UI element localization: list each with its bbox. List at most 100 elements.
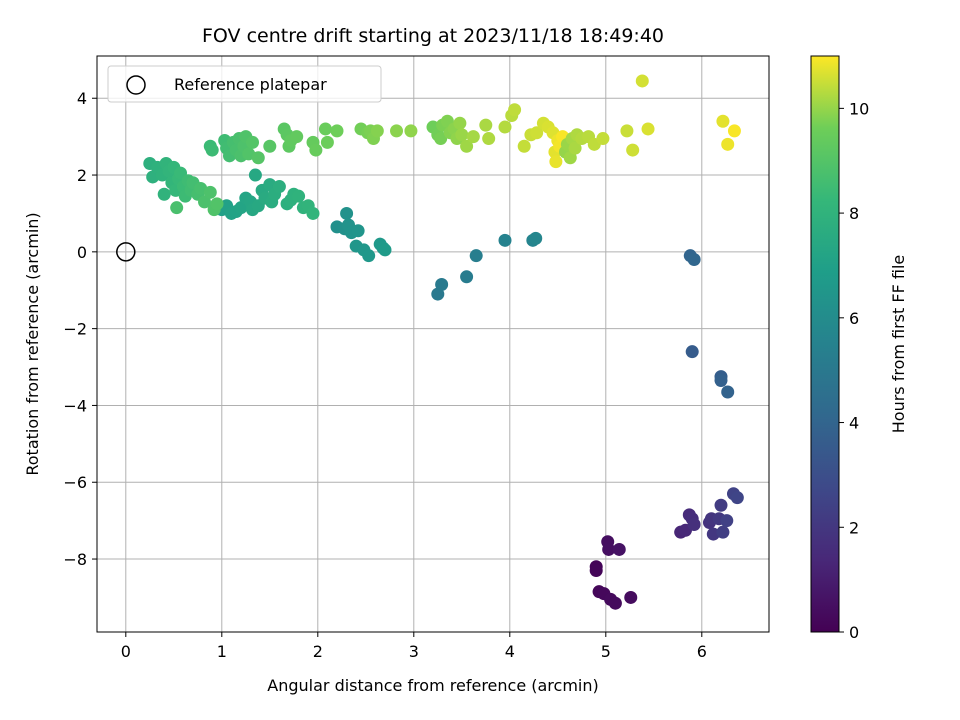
data-point <box>635 74 649 88</box>
data-point <box>479 118 493 132</box>
data-point <box>714 373 728 387</box>
data-point <box>378 243 392 257</box>
data-point <box>568 141 582 155</box>
colorbar-label: Hours from first FF file <box>889 255 908 434</box>
data-point <box>362 249 376 263</box>
data-point <box>203 185 217 199</box>
x-tick-label: 3 <box>409 642 419 661</box>
y-tick-label: 4 <box>77 89 87 108</box>
data-point <box>351 224 365 238</box>
data-point <box>340 206 354 220</box>
y-tick-label: 2 <box>77 166 87 185</box>
legend-box <box>107 65 382 103</box>
data-point <box>608 596 622 610</box>
grid-lines <box>97 56 769 632</box>
data-point <box>170 201 184 215</box>
data-point <box>517 139 531 153</box>
data-point <box>508 103 522 117</box>
plot-frame <box>96 55 770 633</box>
y-axis-ticks: −8 −6 −4 −2 0 2 4 <box>63 89 97 569</box>
data-point <box>263 139 277 153</box>
colorbar-ticks: 0 2 4 6 8 10 <box>839 99 869 642</box>
y-tick-label: −8 <box>63 550 87 569</box>
data-point <box>251 151 265 165</box>
data-point <box>210 197 224 211</box>
data-point <box>716 114 730 128</box>
x-tick-label: 0 <box>121 642 131 661</box>
colorbar-tick-label: 6 <box>849 309 859 328</box>
data-point <box>292 189 306 203</box>
colorbar-tick-label: 4 <box>849 414 859 433</box>
data-point <box>435 277 449 291</box>
reference-platepar-marker <box>116 242 136 262</box>
data-point <box>687 517 701 531</box>
data-point <box>460 270 474 284</box>
y-tick-label: −2 <box>63 320 87 339</box>
data-point <box>549 155 563 169</box>
data-point <box>404 124 418 138</box>
data-point <box>620 124 634 138</box>
data-point <box>320 135 334 149</box>
data-point <box>589 564 603 578</box>
data-point <box>205 143 219 157</box>
data-point <box>434 132 448 146</box>
data-point <box>370 124 384 138</box>
data-point <box>687 253 701 267</box>
data-point <box>624 590 638 604</box>
y-tick-label: 0 <box>77 243 87 262</box>
x-tick-label: 4 <box>505 642 515 661</box>
colorbar-tick-label: 0 <box>849 623 859 642</box>
legend-marker-icon <box>126 75 146 95</box>
colorbar-tick-label: 2 <box>849 518 859 537</box>
data-point <box>716 525 730 539</box>
data-point <box>453 116 467 130</box>
x-tick-label: 2 <box>313 642 323 661</box>
data-point <box>714 498 728 512</box>
data-point <box>466 130 480 144</box>
colorbar-gradient <box>810 55 840 633</box>
data-point <box>641 122 655 136</box>
data-point <box>306 206 320 220</box>
data-point <box>530 126 544 140</box>
data-point <box>727 124 741 138</box>
data-point <box>248 168 262 182</box>
data-point <box>602 542 616 556</box>
y-tick-label: −4 <box>63 396 87 415</box>
data-point <box>498 120 512 134</box>
data-point <box>563 151 577 165</box>
data-point <box>498 233 512 247</box>
data-point <box>309 143 323 157</box>
data-point <box>290 130 304 144</box>
data-point <box>455 128 469 142</box>
data-point <box>390 124 404 138</box>
x-axis-label: Angular distance from reference (arcmin) <box>267 676 598 695</box>
y-tick-label: −6 <box>63 473 87 492</box>
data-point <box>318 122 332 136</box>
data-point <box>246 135 260 149</box>
data-point <box>330 124 344 138</box>
x-axis-ticks: 0 1 2 3 4 5 6 <box>121 632 707 661</box>
x-tick-label: 5 <box>601 642 611 661</box>
chart-title: FOV centre drift starting at 2023/11/18 … <box>202 25 664 47</box>
x-tick-label: 1 <box>217 642 227 661</box>
data-point <box>157 187 171 201</box>
data-point <box>685 345 699 359</box>
data-point <box>596 132 610 146</box>
data-point <box>234 201 248 215</box>
colorbar-tick-label: 10 <box>849 99 869 118</box>
data-point <box>626 143 640 157</box>
data-point <box>469 249 483 263</box>
colorbar: 0 2 4 6 8 10 Hours from first FF file <box>810 55 908 642</box>
data-point <box>721 385 735 399</box>
data-point <box>612 542 626 556</box>
data-point <box>272 180 286 194</box>
data-points <box>143 74 744 610</box>
data-point <box>721 137 735 151</box>
data-point <box>529 231 543 245</box>
data-point <box>460 139 474 153</box>
colorbar-tick-label: 8 <box>849 204 859 223</box>
x-tick-label: 6 <box>697 642 707 661</box>
y-axis-label: Rotation from reference (arcmin) <box>23 212 42 475</box>
legend: Reference platepar <box>107 65 382 103</box>
